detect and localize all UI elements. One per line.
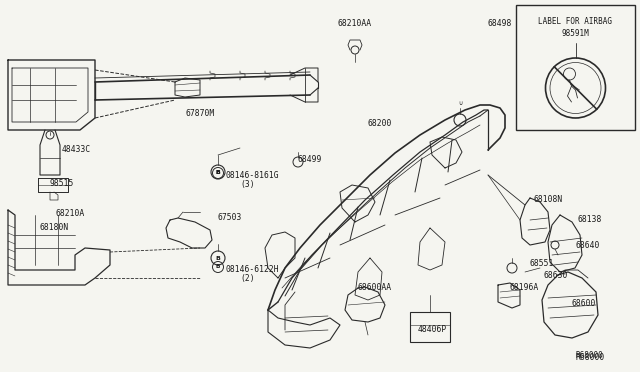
Text: 68210AA: 68210AA — [338, 19, 372, 28]
Text: 68630: 68630 — [543, 270, 568, 279]
Text: 67503: 67503 — [218, 212, 243, 221]
Text: 08146-6122H: 08146-6122H — [225, 264, 278, 273]
Text: 48433C: 48433C — [62, 145, 92, 154]
Text: 68108N: 68108N — [533, 196, 563, 205]
Text: B: B — [216, 256, 220, 260]
Text: R68000: R68000 — [575, 353, 604, 362]
Text: 48406P: 48406P — [418, 326, 447, 334]
Text: ∪: ∪ — [458, 101, 462, 106]
Text: 68200: 68200 — [368, 119, 392, 128]
Text: 98515: 98515 — [50, 179, 74, 187]
Text: (2): (2) — [240, 275, 255, 283]
Bar — [410, 312, 450, 342]
Text: B: B — [216, 170, 220, 174]
Text: 68551: 68551 — [530, 259, 554, 267]
Text: B: B — [216, 264, 220, 269]
Text: 08146-8161G: 08146-8161G — [225, 170, 278, 180]
Text: 68498: 68498 — [488, 19, 512, 28]
Text: 68210A: 68210A — [55, 208, 84, 218]
Text: B: B — [216, 170, 220, 176]
Text: (3): (3) — [240, 180, 255, 189]
Text: LABEL FOR AIRBAG: LABEL FOR AIRBAG — [538, 17, 612, 26]
Text: 68196A: 68196A — [510, 283, 540, 292]
Text: 68499: 68499 — [298, 155, 323, 164]
Text: 67870M: 67870M — [185, 109, 214, 118]
Text: R68000: R68000 — [575, 350, 603, 359]
Text: 68180N: 68180N — [40, 222, 69, 231]
Text: 68138: 68138 — [578, 215, 602, 224]
Bar — [516, 5, 635, 130]
Text: 68600AA: 68600AA — [358, 283, 392, 292]
Text: 98591M: 98591M — [562, 29, 589, 38]
Text: 68640: 68640 — [575, 241, 600, 250]
Text: 68600: 68600 — [572, 298, 596, 308]
